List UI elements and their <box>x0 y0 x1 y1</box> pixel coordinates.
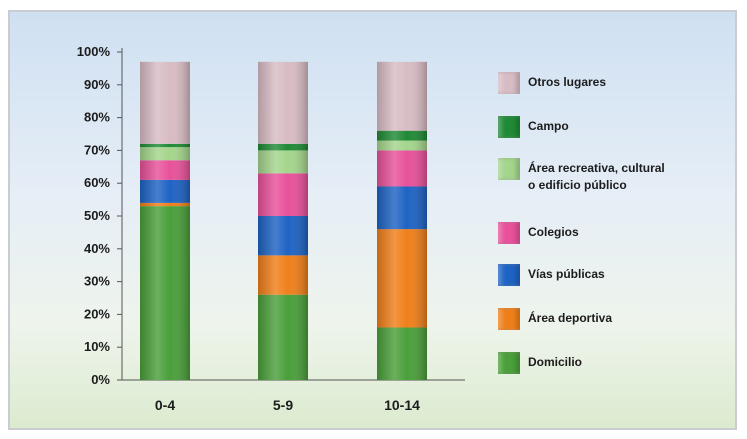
legend-swatch <box>498 116 520 138</box>
legend-label: Área recreativa, cultural o edificio púb… <box>528 161 665 192</box>
bar-segment-shade <box>377 150 427 187</box>
legend-label: Campo <box>528 119 569 133</box>
y-tick-label: 50% <box>84 208 110 223</box>
bar-segment-shade <box>258 61 308 144</box>
y-tick-label: 30% <box>84 274 110 289</box>
bar-segment-shade <box>140 160 190 180</box>
bar-segment-shade <box>140 147 190 161</box>
bar-segment-shade <box>258 255 308 295</box>
legend-label: Otros lugares <box>528 75 607 89</box>
bar-segment-shade <box>377 61 427 131</box>
bar-segment-shade <box>258 143 308 151</box>
legend-label: Colegios <box>528 225 579 239</box>
legend-item: Domicilio <box>498 352 698 374</box>
y-tick-label: 80% <box>84 110 110 125</box>
bar-segment-shade <box>140 179 190 203</box>
legend-item: Vías públicas <box>498 264 698 286</box>
bar-segment-shade <box>258 216 308 256</box>
bar-segment-shade <box>377 140 427 151</box>
y-tick-label: 90% <box>84 77 110 92</box>
y-tick-label: 0% <box>91 372 110 387</box>
stacked-bar-chart: 100% 90% 80% 70% 60% 50% 40% 30% 20% 10% 0% 0-4 5-9 1… <box>77 44 465 413</box>
legend-swatch <box>498 72 520 94</box>
bar-segment-shade <box>140 206 190 380</box>
bar-segment-shade <box>258 294 308 380</box>
x-category-label: 5-9 <box>273 397 293 413</box>
bar-segment-shade <box>377 186 427 230</box>
legend-item: Área recreativa, cultural o edificio púb… <box>498 158 698 194</box>
y-tick-label: 10% <box>84 339 110 354</box>
chart-frame: 100% 90% 80% 70% 60% 50% 40% 30% 20% 10% 0% 0-4 5-9 1… <box>8 10 737 430</box>
y-tick-label: 70% <box>84 142 110 157</box>
y-tick-label: 20% <box>84 306 110 321</box>
bar-segment-shade <box>140 143 190 148</box>
legend-swatch <box>498 222 520 244</box>
legend-item: Campo <box>498 116 698 138</box>
legend-item: Área deportiva <box>498 308 698 330</box>
legend-label: Área deportiva <box>528 311 613 325</box>
legend-item: Otros lugares <box>498 72 698 94</box>
x-category-label: 0-4 <box>155 397 175 413</box>
y-tick-label: 60% <box>84 175 110 190</box>
bar-segment-shade <box>140 202 190 207</box>
legend-item: Colegios <box>498 222 698 244</box>
legend-swatch <box>498 352 520 374</box>
bar-segment-shade <box>258 150 308 174</box>
legend-swatch <box>498 158 520 180</box>
bar-segment-shade <box>377 130 427 141</box>
y-tick-label: 100% <box>77 44 111 59</box>
bar-segment-shade <box>377 229 427 328</box>
x-category-label: 10-14 <box>384 397 420 413</box>
legend-swatch <box>498 308 520 330</box>
legend-label: Domicilio <box>528 355 583 369</box>
y-tick-label: 40% <box>84 241 110 256</box>
bar-segment-shade <box>377 327 427 380</box>
legend-label: Vías públicas <box>528 267 605 281</box>
bar-segment-shade <box>258 173 308 216</box>
legend-swatch <box>498 264 520 286</box>
bar-segment-shade <box>140 61 190 144</box>
